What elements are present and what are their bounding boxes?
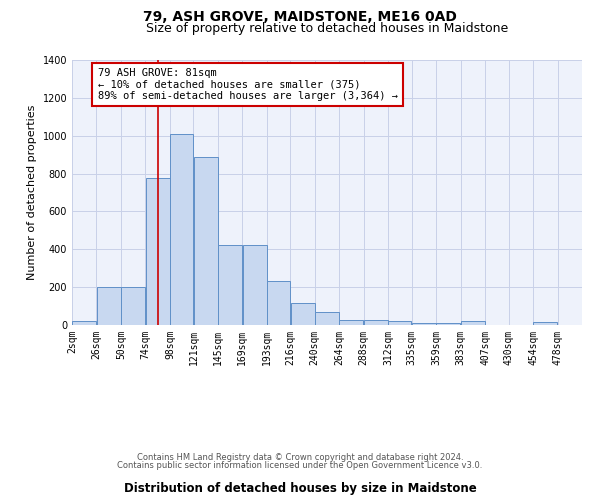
Bar: [461, 321, 485, 325]
Bar: [194, 158, 218, 325]
Bar: [121, 287, 145, 325]
Bar: [242, 244, 266, 325]
Bar: [267, 280, 290, 325]
Bar: [170, 134, 193, 325]
Text: Contains public sector information licensed under the Open Government Licence v3: Contains public sector information licen…: [118, 461, 482, 470]
Bar: [388, 321, 412, 325]
Title: Size of property relative to detached houses in Maidstone: Size of property relative to detached ho…: [146, 22, 508, 35]
Bar: [412, 323, 436, 325]
Bar: [72, 321, 96, 325]
Bar: [315, 312, 339, 325]
Bar: [218, 244, 242, 325]
Y-axis label: Number of detached properties: Number of detached properties: [27, 105, 37, 280]
Text: Contains HM Land Registry data © Crown copyright and database right 2024.: Contains HM Land Registry data © Crown c…: [137, 454, 463, 462]
Bar: [146, 178, 170, 325]
Bar: [340, 320, 364, 325]
Bar: [533, 322, 557, 325]
Text: 79 ASH GROVE: 81sqm
← 10% of detached houses are smaller (375)
89% of semi-detac: 79 ASH GROVE: 81sqm ← 10% of detached ho…: [97, 68, 398, 101]
Bar: [290, 303, 314, 325]
Text: Distribution of detached houses by size in Maidstone: Distribution of detached houses by size …: [124, 482, 476, 495]
Bar: [364, 320, 388, 325]
Bar: [97, 287, 121, 325]
Bar: [436, 323, 460, 325]
Text: 79, ASH GROVE, MAIDSTONE, ME16 0AD: 79, ASH GROVE, MAIDSTONE, ME16 0AD: [143, 10, 457, 24]
